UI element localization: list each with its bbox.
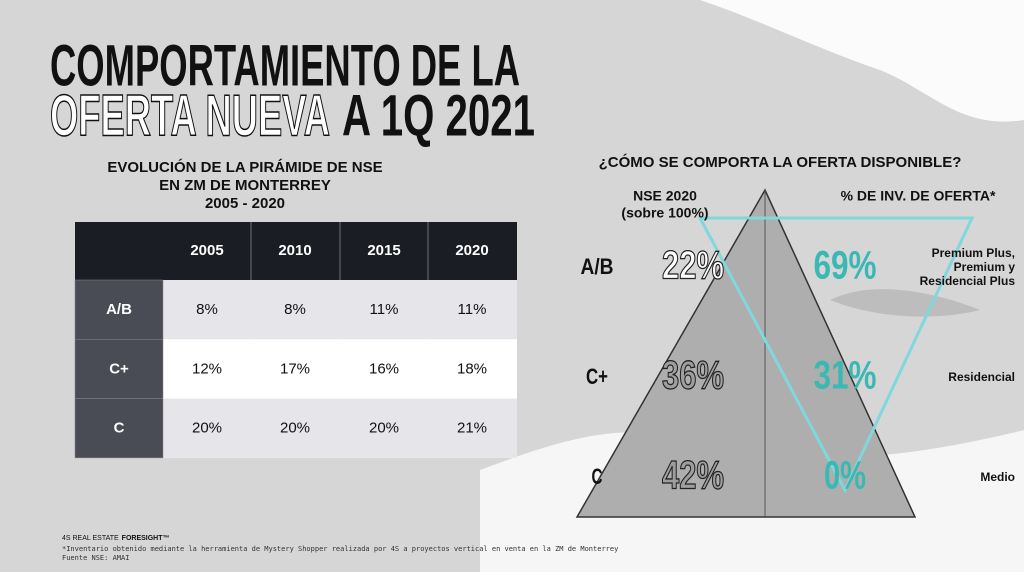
nse-value: 22% (662, 244, 724, 288)
level-label: A/B (581, 254, 614, 279)
offer-value: 69% (814, 244, 877, 288)
nse-heading: (sobre 100%) (621, 205, 708, 221)
title-line1: COMPORTAMIENTO DE LA (50, 33, 520, 98)
table-header (75, 222, 517, 280)
segment-label: Residencial (948, 370, 1015, 384)
map-water (0, 0, 1024, 122)
offer-value: 0% (824, 454, 866, 498)
column-header: 2005 (190, 242, 223, 259)
footer-note: *Inventario obtenido mediante la herrami… (62, 545, 618, 553)
table-heading: 2005 - 2020 (205, 195, 285, 212)
nse-value: 36% (662, 354, 724, 398)
column-header: 2020 (455, 242, 488, 259)
table-cell: 18% (457, 360, 487, 377)
table-cell: 12% (192, 360, 222, 377)
row-header (74, 279, 164, 340)
table-cell: 11% (370, 301, 399, 318)
level-label: C+ (586, 364, 608, 389)
footer-brand: 4S REAL ESTATE (62, 535, 119, 542)
title-line2-solid: A 1Q 2021 (342, 83, 535, 148)
pyramid (575, 188, 917, 518)
inverted-pyramid (697, 216, 975, 494)
row-label: C+ (109, 360, 129, 377)
table-heading: EVOLUCIÓN DE LA PIRÁMIDE DE NSE (107, 158, 382, 176)
level-label: C (592, 464, 603, 489)
row-header (74, 398, 164, 459)
table-cell: 21% (457, 420, 487, 437)
segment-label: Residencial Plus (920, 274, 1016, 288)
row-label: A/B (106, 301, 132, 318)
table-cell: 11% (458, 301, 487, 318)
segment-label: Premium Plus, (932, 246, 1015, 260)
footer-note: Fuente NSE: AMAI (62, 554, 129, 562)
table-cell: 8% (284, 301, 306, 318)
segment-label: Medio (980, 470, 1015, 484)
map-island (830, 289, 980, 317)
offer-value: 31% (814, 354, 877, 398)
column-header: 2015 (367, 242, 400, 259)
table-row (163, 339, 517, 399)
table-cell: 20% (280, 420, 310, 437)
row-header (74, 339, 164, 399)
table-cell: 17% (280, 360, 310, 377)
offer-heading: % DE INV. DE OFERTA* (841, 188, 996, 204)
table-cell: 20% (192, 420, 222, 437)
question: ¿CÓMO SE COMPORTA LA OFERTA DISPONIBLE? (599, 153, 962, 171)
table-row (163, 398, 517, 458)
table-heading: EN ZM DE MONTERREY (159, 177, 331, 194)
segment-label: Premium y (954, 260, 1016, 274)
title-line2-outline: OFERTA NUEVA (50, 83, 330, 148)
table-row (163, 280, 517, 340)
table-cell: 20% (369, 420, 399, 437)
column-header: 2010 (278, 242, 311, 259)
nse-heading: NSE 2020 (633, 188, 697, 204)
nse-value: 42% (662, 454, 724, 498)
row-label: C (114, 420, 125, 437)
footer-brand-bold: FORESIGHT™ (122, 535, 170, 542)
table-cell: 8% (196, 301, 218, 318)
table-cell: 16% (369, 360, 399, 377)
